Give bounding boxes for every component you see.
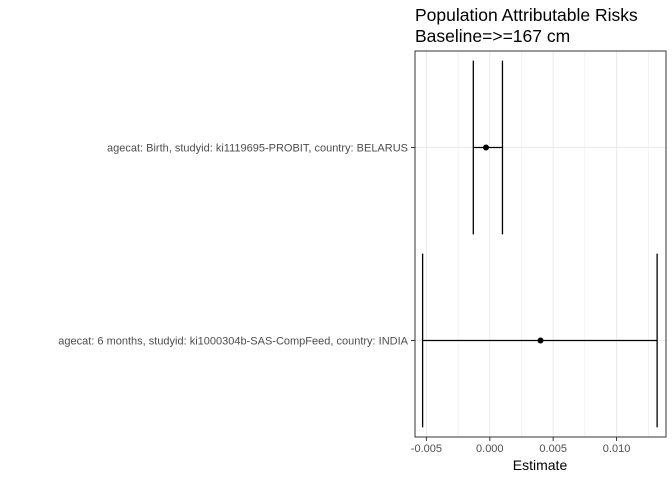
chart-title: Population Attributable Risks (415, 5, 638, 25)
x-tick-label: 0.005 (539, 443, 567, 455)
x-tick-label: 0.000 (476, 443, 504, 455)
x-tick-label: 0.010 (603, 443, 631, 455)
panel-border (414, 50, 667, 438)
axes: -0.005 0.000 0.005 0.010 agecat: Birth, stud… (58, 143, 630, 456)
y-tick-label: agecat: 6 months, studyid: ki1000304b-SA… (58, 336, 408, 348)
estimate-point (537, 337, 544, 344)
chart-subtitle: Baseline=>=167 cm (415, 26, 570, 46)
error-bar (421, 253, 658, 428)
y-tick-label: agecat: Birth, studyid: ki1119695-PROBIT… (107, 143, 408, 155)
grid-lines (415, 51, 666, 437)
error-bar (472, 60, 504, 235)
error-bars (421, 60, 658, 428)
estimate-point (482, 144, 489, 151)
x-tick-label: -0.005 (411, 443, 442, 455)
x-axis-title: Estimate (513, 457, 568, 473)
